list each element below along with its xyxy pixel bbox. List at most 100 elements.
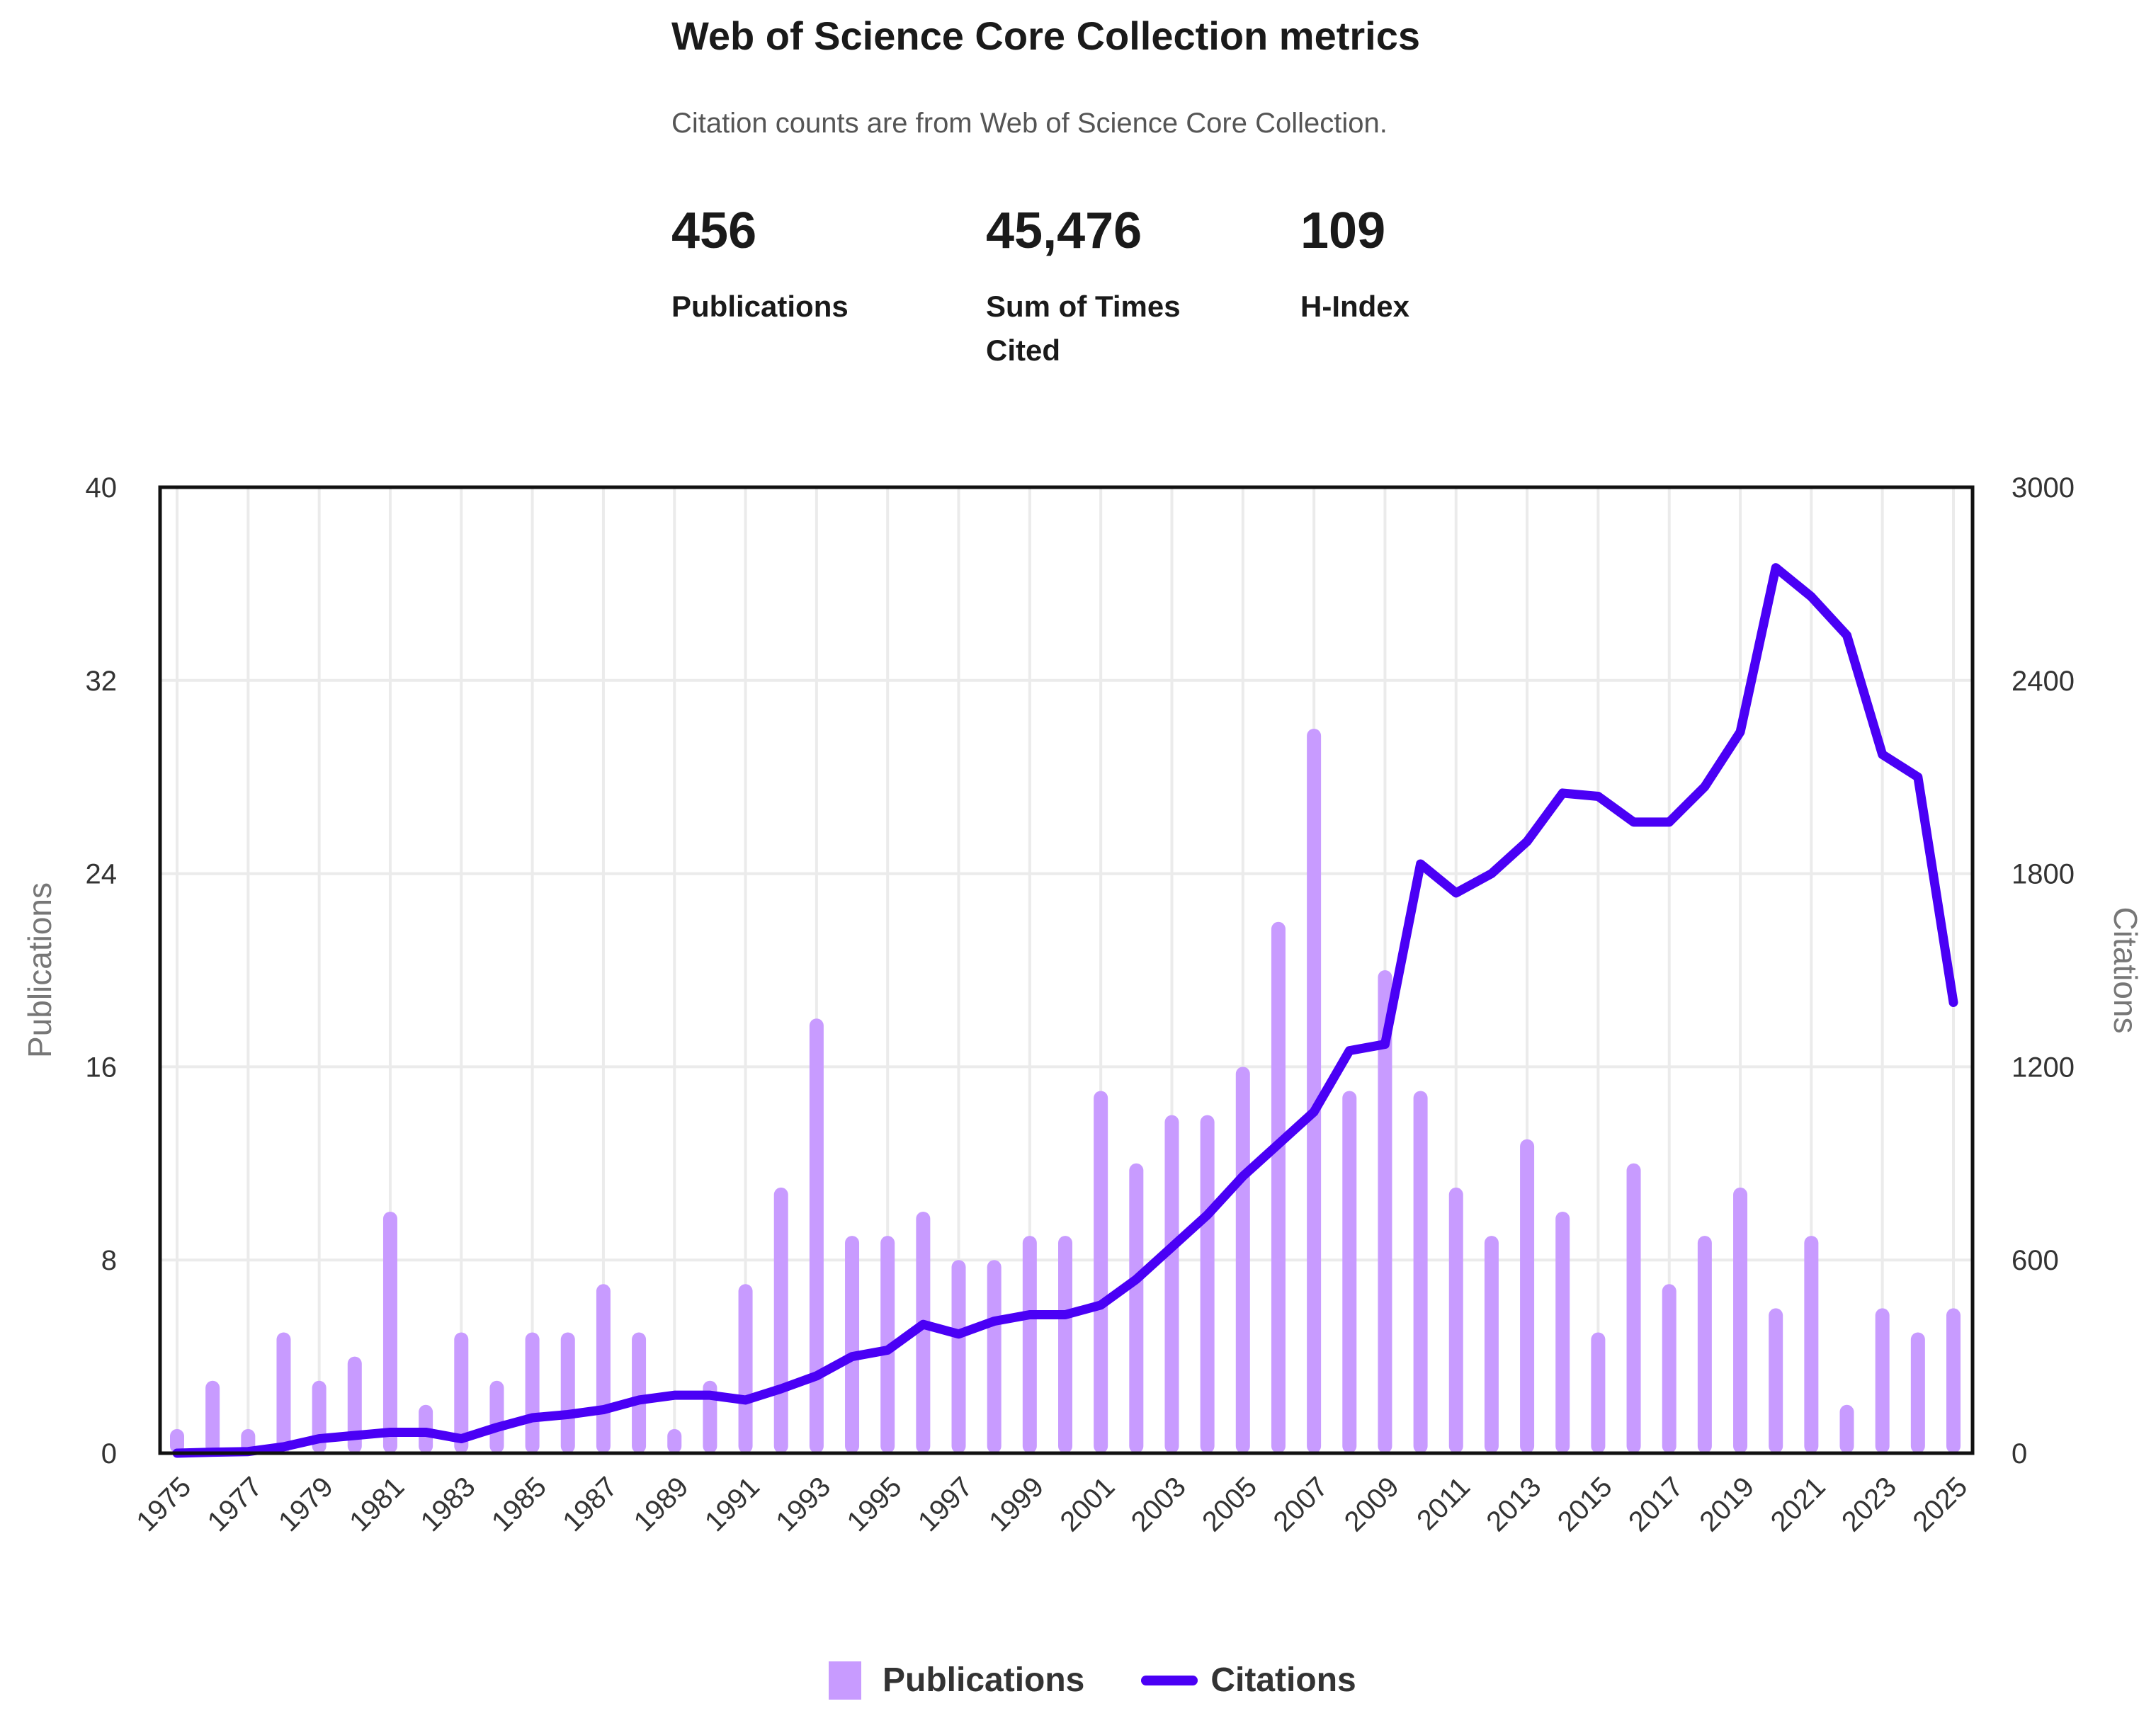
x-tick-label: 2021: [1765, 1471, 1832, 1537]
y-tick-label: 32: [86, 666, 118, 697]
citations-line: [172, 563, 1958, 1458]
publications-bar: [1094, 1091, 1108, 1453]
publications-bar: [951, 1260, 966, 1453]
x-tick-label: 2019: [1693, 1471, 1760, 1537]
x-tick-label: 1991: [699, 1471, 766, 1537]
legend-publications-label[interactable]: Publications: [883, 1661, 1085, 1699]
x-tick-label: 1989: [628, 1471, 695, 1537]
y2-tick-label: 0: [2012, 1438, 2027, 1469]
x-tick-label: 1999: [983, 1471, 1050, 1537]
legend: Publications Citations: [829, 1661, 1356, 1700]
x-tick-label: 1977: [202, 1471, 268, 1537]
metric-value: 45,476: [986, 203, 1142, 259]
plot-frame: [158, 485, 1975, 1455]
publications-bar: [1022, 1236, 1037, 1453]
publications-bar: [205, 1380, 220, 1453]
publications-bar: [1200, 1115, 1215, 1453]
publications-bar: [454, 1332, 469, 1453]
publications-bar: [916, 1212, 931, 1453]
publications-bar: [1413, 1091, 1428, 1453]
publications-bar: [845, 1236, 860, 1453]
y-tick-label: 8: [101, 1245, 117, 1276]
page-title: Web of Science Core Collection metrics: [671, 13, 1421, 58]
y-axis-label: Publications: [21, 882, 58, 1058]
publications-bar: [1839, 1404, 1854, 1453]
legend-citations-swatch: [1141, 1675, 1198, 1685]
metric-label: Sum of Times Cited: [986, 290, 1181, 367]
y2-tick-label: 1200: [2012, 1052, 2075, 1083]
metric-label: Publications: [671, 290, 849, 323]
y-tick-label: 40: [86, 472, 118, 504]
publications-bar: [1448, 1187, 1463, 1453]
publications-bar: [1662, 1284, 1676, 1453]
y2-tick-label: 1800: [2012, 859, 2075, 890]
publications-bar: [1626, 1163, 1641, 1453]
x-tick-label: 2025: [1907, 1471, 1973, 1537]
publications-bar: [738, 1284, 753, 1453]
publications-bar: [1804, 1236, 1819, 1453]
legend-publications-swatch: [829, 1661, 861, 1700]
x-tick-label: 2011: [1411, 1471, 1476, 1536]
metric-h-index: 109 H-Index: [1300, 205, 1534, 329]
x-tick-label: 2001: [1054, 1471, 1120, 1537]
y2-tick-label: 600: [2012, 1245, 2059, 1276]
legend-citations-label[interactable]: Citations: [1210, 1661, 1356, 1699]
publications-bar: [525, 1332, 540, 1453]
publications-bar: [276, 1332, 291, 1453]
x-tick-label: 2005: [1196, 1471, 1263, 1537]
x-tick-label: 1993: [770, 1471, 836, 1537]
y2-tick-label: 3000: [2012, 472, 2075, 504]
x-tick-label: 2015: [1552, 1471, 1618, 1537]
publications-bar: [1484, 1236, 1499, 1453]
publications-bar: [1378, 970, 1392, 1453]
y-tick-label: 0: [101, 1438, 117, 1469]
metric-publications: 456 Publications: [671, 205, 905, 329]
publications-bar: [1697, 1236, 1712, 1453]
publications-bar: [1946, 1308, 1961, 1453]
x-tick-label: 1987: [557, 1471, 623, 1537]
publications-bar: [560, 1332, 575, 1453]
x-tick-label: 1995: [841, 1471, 908, 1537]
metric-label: H-Index: [1300, 290, 1410, 323]
publications-bar: [1910, 1332, 1925, 1453]
x-tick-label: 1975: [130, 1471, 197, 1537]
publications-bar: [170, 1428, 184, 1453]
publications-bar: [1271, 921, 1286, 1453]
x-tick-label: 2017: [1623, 1471, 1689, 1537]
x-tick-label: 1983: [415, 1471, 482, 1537]
x-tick-label: 2003: [1125, 1471, 1192, 1537]
publications-bar: [809, 1018, 824, 1453]
x-tick-label: 2013: [1480, 1471, 1547, 1537]
x-tick-label: 2009: [1339, 1471, 1405, 1537]
y-tick-label: 16: [86, 1052, 118, 1083]
y2-tick-label: 2400: [2012, 666, 2075, 697]
metric-times-cited: 45,476 Sum of Times Cited: [986, 205, 1213, 373]
publications-bar: [1129, 1163, 1144, 1453]
subtitle: Citation counts are from Web of Science …: [671, 108, 1388, 139]
publications-bar: [987, 1260, 1002, 1453]
publications-bar: [1733, 1187, 1748, 1453]
publications-bar: [1591, 1332, 1606, 1453]
publications-bar: [1875, 1308, 1890, 1453]
metric-value: 456: [671, 203, 757, 259]
publications-bar: [1235, 1067, 1250, 1453]
x-tick-label: 1981: [344, 1471, 410, 1537]
publications-bar: [382, 1212, 397, 1453]
publications-bar: [596, 1284, 611, 1453]
x-tick-label: 1979: [273, 1471, 339, 1537]
y2-axis-label: Citations: [2107, 907, 2144, 1034]
x-tick-label: 2007: [1267, 1471, 1334, 1537]
publications-bar: [1307, 729, 1322, 1453]
publications-bar: [667, 1428, 682, 1453]
publications-bar: [1164, 1115, 1179, 1453]
y-tick-label: 24: [86, 859, 118, 890]
publications-bar: [1520, 1139, 1535, 1453]
publications-bar: [1058, 1236, 1072, 1453]
x-tick-label: 1997: [912, 1471, 979, 1537]
metric-value: 109: [1300, 203, 1386, 259]
publications-bar: [1342, 1091, 1357, 1453]
publications-bar: [1769, 1308, 1783, 1453]
publications-bar: [773, 1187, 788, 1453]
publications-bar: [347, 1356, 362, 1453]
